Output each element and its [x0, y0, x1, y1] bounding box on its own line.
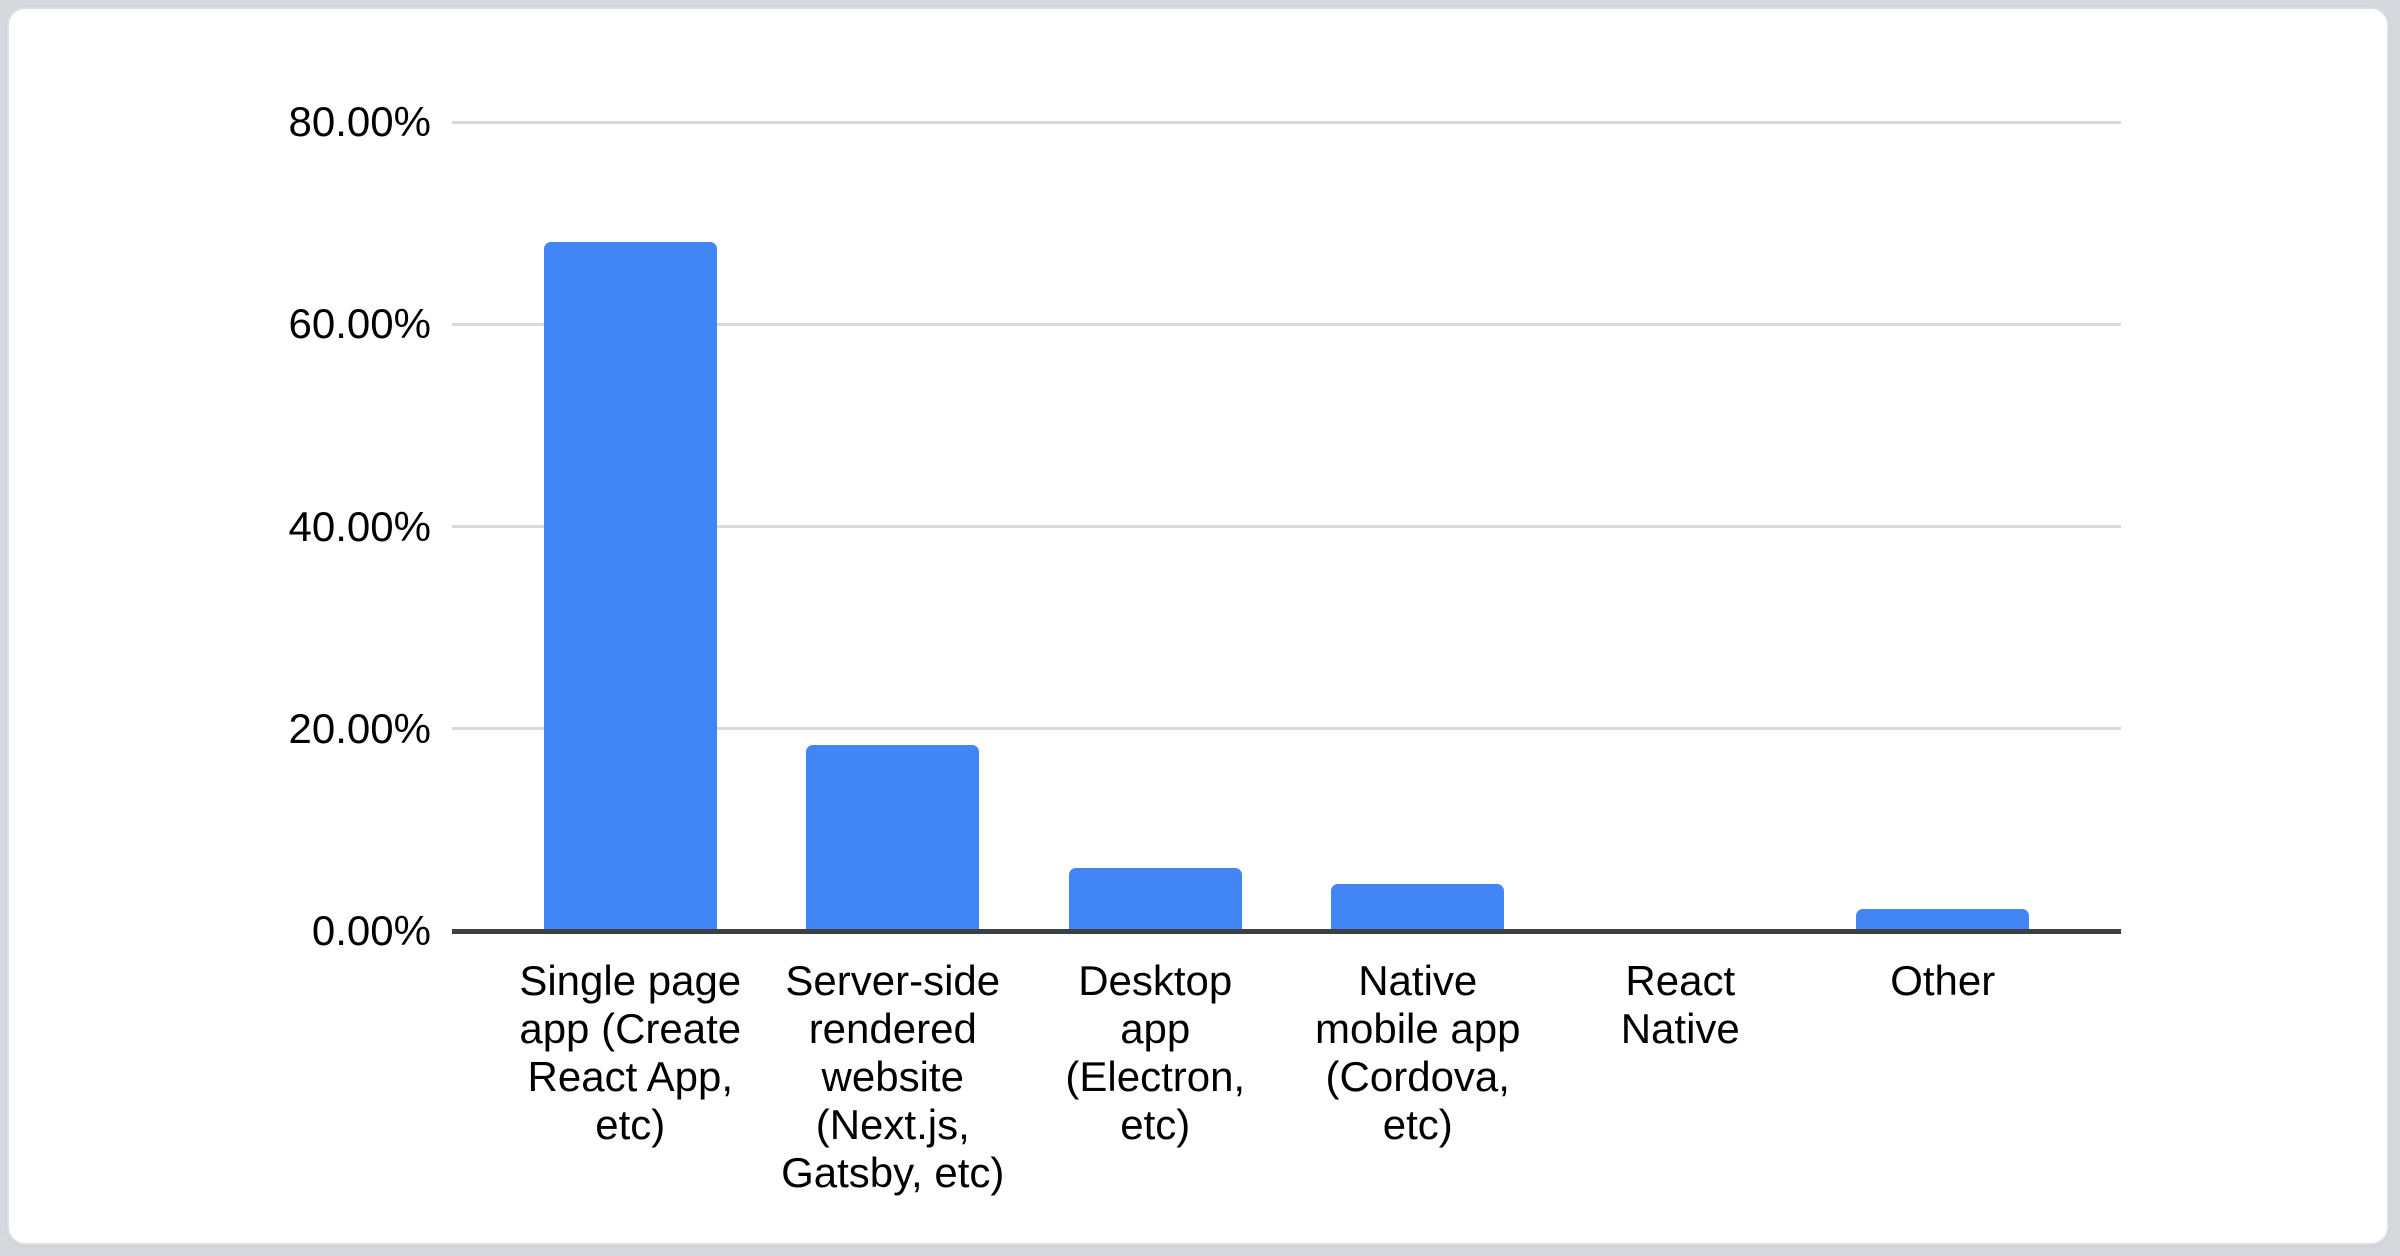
bar-1: [543, 242, 717, 931]
bar-6: [1856, 909, 2030, 931]
x-axis-category-label: Native mobile app (Cordova, etc): [1315, 957, 1521, 1148]
x-axis-line: [452, 929, 2121, 934]
y-axis-tick-label: 0.00%: [311, 907, 431, 954]
bar-3: [1068, 868, 1242, 931]
y-axis-tick-label: 20.00%: [288, 704, 431, 752]
y-axis-tick-label: 60.00%: [288, 300, 431, 348]
y-axis-tick-label: 80.00%: [288, 98, 431, 145]
column-chart: 80.00% 60.00% 40.00% 20.00% 0.00% Single page…: [9, 9, 2387, 1243]
x-axis-category-label: React Native: [1620, 957, 1740, 1052]
y-axis-tick-label: 40.00%: [288, 502, 431, 550]
y-gridline: [452, 322, 2121, 326]
x-axis-category-label: Desktop app (Electron, etc): [1065, 957, 1246, 1148]
x-axis-category-label: Server-side rendered website (Next.js, G…: [781, 957, 1005, 1196]
x-axis-category-label: Other: [1890, 957, 1996, 1004]
y-gridline: [452, 727, 2121, 731]
bar-2: [806, 745, 980, 931]
x-axis-category-label: Single page app (Create React App, etc): [519, 957, 742, 1148]
y-gridline: [452, 525, 2121, 528]
chart-card: 80.00% 60.00% 40.00% 20.00% 0.00% Single page…: [7, 7, 2389, 1245]
bar-4: [1331, 884, 1505, 931]
y-gridline: [452, 120, 2121, 124]
